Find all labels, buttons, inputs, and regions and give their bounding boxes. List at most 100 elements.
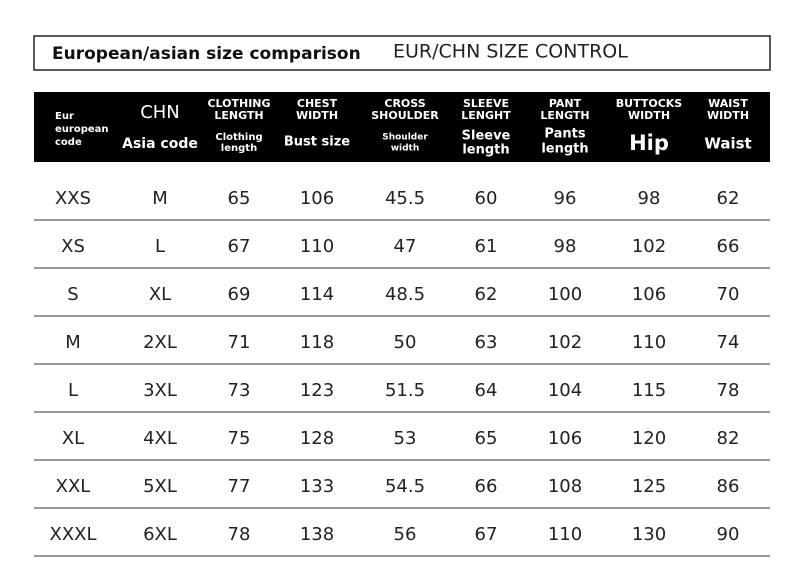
column-subheader: Bust size [284, 135, 350, 150]
cell: 65 [228, 188, 251, 209]
cell: 51.5 [385, 380, 425, 401]
cell: 110 [632, 332, 666, 353]
cell: 45.5 [385, 188, 425, 209]
cell: 69 [228, 284, 251, 305]
column-header: BUTTOCKS [616, 97, 683, 110]
subtitle: EUR/CHN SIZE CONTROL [393, 41, 628, 63]
cell: 61 [475, 236, 498, 257]
cell: 74 [717, 332, 740, 353]
cell: 106 [300, 188, 334, 209]
column-subheader: Clothing [215, 132, 262, 143]
cell: 67 [475, 524, 498, 545]
cell: 104 [548, 380, 582, 401]
column-header: LENGTH [214, 109, 263, 122]
column-header: CROSS [384, 97, 425, 110]
column-header: LENGTH [540, 109, 589, 122]
cell: 77 [228, 476, 251, 497]
cell: 128 [300, 428, 334, 449]
column-subheader: Eur [55, 111, 74, 122]
column-subheader: Asia code [122, 136, 198, 152]
cell: 108 [548, 476, 582, 497]
column-header: CHEST [297, 97, 338, 110]
column-subheader: Waist [704, 135, 751, 153]
cell: XL [62, 428, 84, 449]
cell: 67 [228, 236, 251, 257]
cell: 54.5 [385, 476, 425, 497]
cell: 73 [228, 380, 251, 401]
cell: 130 [632, 524, 666, 545]
column-header: WIDTH [628, 109, 670, 122]
column-header: LENGHT [461, 109, 511, 122]
cell: 62 [717, 188, 740, 209]
title: European/asian size comparison [52, 44, 361, 64]
cell: 78 [717, 380, 740, 401]
column-subheader: Pants [544, 127, 585, 142]
column-header: SHOULDER [371, 109, 439, 122]
cell: 62 [475, 284, 498, 305]
cell: 48.5 [385, 284, 425, 305]
cell: M [65, 332, 81, 353]
cell: 118 [300, 332, 334, 353]
cell: 4XL [143, 428, 177, 449]
cell: XXS [55, 188, 91, 209]
cell: 138 [300, 524, 334, 545]
column-header: SLEEVE [463, 97, 509, 110]
cell: 106 [548, 428, 582, 449]
cell: L [68, 380, 78, 401]
cell: 63 [475, 332, 498, 353]
cell: 6XL [143, 524, 177, 545]
column-header: PANT [549, 97, 582, 110]
cell: 2XL [143, 332, 177, 353]
cell: 3XL [143, 380, 177, 401]
column-subheader: length [541, 142, 588, 157]
cell: 98 [554, 236, 577, 257]
cell: 86 [717, 476, 740, 497]
cell: 53 [394, 428, 417, 449]
cell: 114 [300, 284, 334, 305]
cell: 5XL [143, 476, 177, 497]
cell: 102 [548, 332, 582, 353]
column-subheader: code [55, 137, 82, 148]
title-box [33, 35, 771, 71]
cell: L [155, 236, 165, 257]
cell: 133 [300, 476, 334, 497]
cell: 50 [394, 332, 417, 353]
cell: 110 [548, 524, 582, 545]
cell: 125 [632, 476, 666, 497]
column-header: CHN [140, 102, 180, 123]
cell: XXXL [49, 524, 96, 545]
cell: 100 [548, 284, 582, 305]
cell: 66 [475, 476, 498, 497]
cell: 75 [228, 428, 251, 449]
cell: 115 [632, 380, 666, 401]
cell: 47 [394, 236, 417, 257]
cell: 120 [632, 428, 666, 449]
cell: 56 [394, 524, 417, 545]
cell: 123 [300, 380, 334, 401]
cell: 64 [475, 380, 498, 401]
cell: XXL [56, 476, 91, 497]
cell: XS [61, 236, 85, 257]
cell: 78 [228, 524, 251, 545]
cell: 96 [554, 188, 577, 209]
cell: 66 [717, 236, 740, 257]
cell: 71 [228, 332, 251, 353]
column-header: WIDTH [296, 109, 338, 122]
column-subheader: length [462, 143, 509, 158]
cell: 65 [475, 428, 498, 449]
cell: M [152, 188, 168, 209]
header-band [34, 92, 770, 162]
cell: 82 [717, 428, 740, 449]
cell: S [67, 284, 78, 305]
column-subheader: width [391, 144, 420, 154]
column-subheader: european [55, 124, 109, 135]
column-subheader: length [221, 143, 257, 154]
cell: 98 [638, 188, 661, 209]
cell: 106 [632, 284, 666, 305]
cell: 60 [475, 188, 498, 209]
cell: 102 [632, 236, 666, 257]
column-header: WAIST [708, 97, 748, 110]
cell: XL [149, 284, 171, 305]
cell: 110 [300, 236, 334, 257]
